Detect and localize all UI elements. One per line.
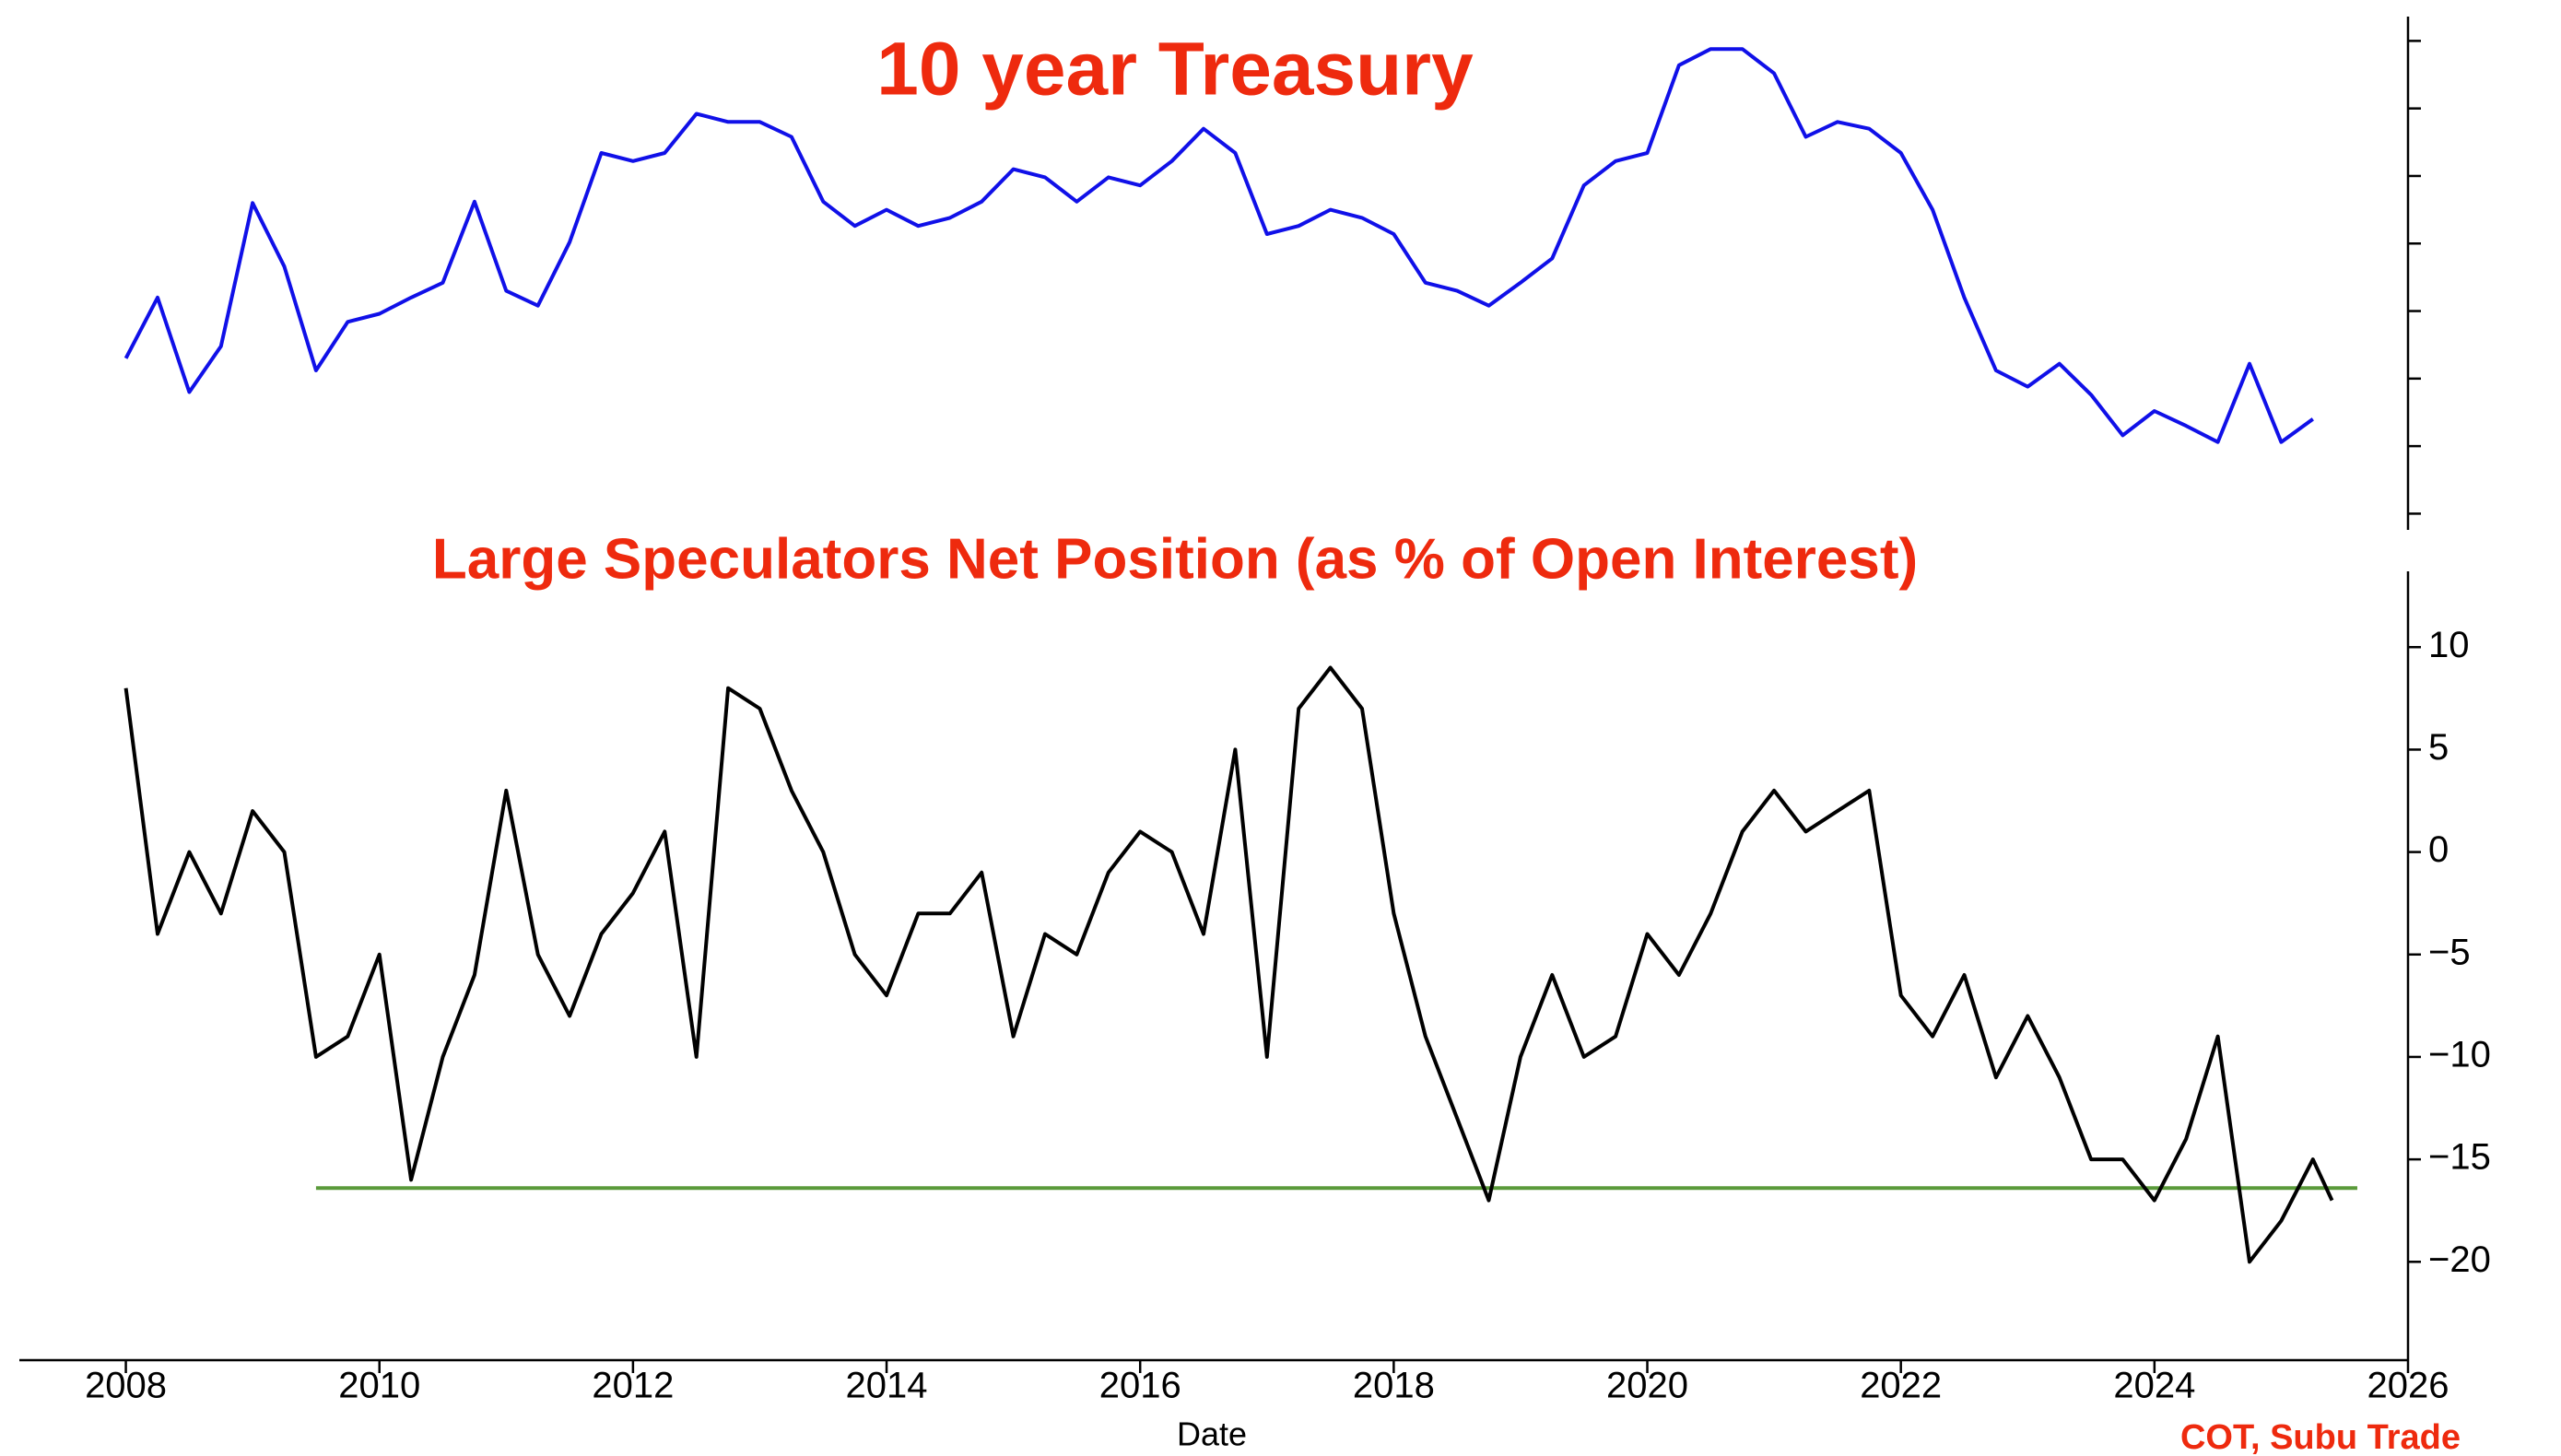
- x-tick-label: 2014: [846, 1366, 928, 1406]
- x-tick-label: 2008: [85, 1366, 167, 1406]
- y-tick-label: −5: [2428, 932, 2471, 972]
- y-tick-label: 0: [2428, 829, 2449, 870]
- chart-title: 10 year Treasury: [876, 28, 1474, 112]
- x-tick-label: 2022: [1860, 1366, 1942, 1406]
- chart-subtitle: Large Speculators Net Position (as % of …: [432, 527, 1918, 591]
- x-tick-label: 2026: [2367, 1366, 2449, 1406]
- x-tick-label: 2010: [338, 1366, 420, 1406]
- x-tick-label: 2024: [2113, 1366, 2195, 1406]
- y-tick-label: −10: [2428, 1035, 2491, 1075]
- data-line: [123, 665, 2334, 1264]
- x-axis-label: Date: [1177, 1415, 1247, 1453]
- x-tick-label: 2018: [1353, 1366, 1435, 1406]
- x-tick-label: 2020: [1606, 1366, 1688, 1406]
- y-tick-label: 10: [2428, 625, 2470, 665]
- x-tick-label: 2012: [592, 1366, 674, 1406]
- y-tick-label: −15: [2428, 1137, 2491, 1178]
- source-note: COT, Subu Trade: [2180, 1418, 2461, 1456]
- y-tick-label: −20: [2428, 1239, 2491, 1280]
- data-line: [123, 47, 2314, 444]
- y-tick-label: 5: [2428, 727, 2449, 768]
- x-tick-label: 2016: [1099, 1366, 1181, 1406]
